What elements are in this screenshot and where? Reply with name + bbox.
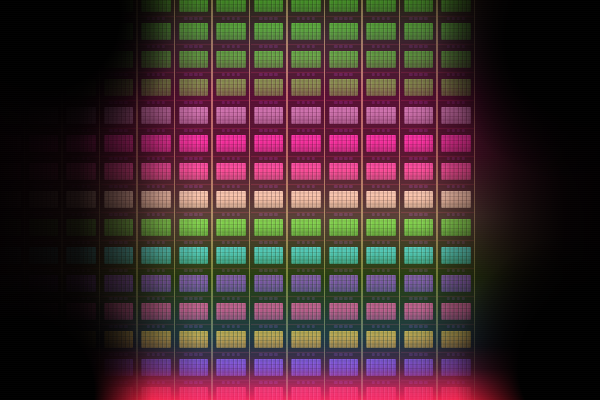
- wafer-rim-highlight: [0, 0, 600, 400]
- silicon-wafer-disc: [0, 0, 600, 400]
- wafer-photograph: Silicon wafer with patterned dies: [0, 0, 600, 400]
